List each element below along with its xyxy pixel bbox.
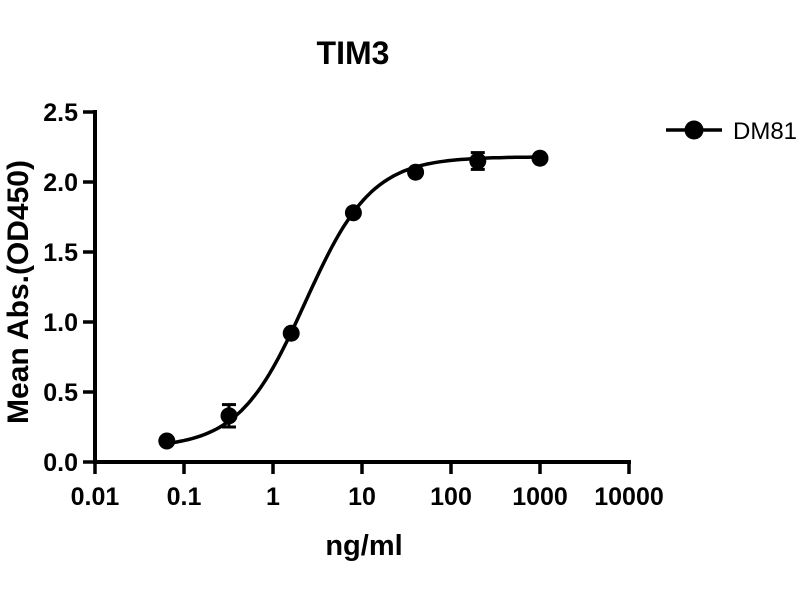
data-point bbox=[158, 432, 176, 450]
y-tick-label: 2.5 bbox=[43, 99, 78, 127]
y-tick-label: 1.5 bbox=[43, 239, 78, 267]
x-tick-label: 10000 bbox=[594, 483, 664, 511]
y-tick-label: 1.0 bbox=[43, 309, 78, 337]
x-tick-label: 1000 bbox=[512, 483, 568, 511]
y-tick-label: 0.0 bbox=[43, 449, 78, 477]
data-point bbox=[469, 152, 487, 170]
legend: DM81 bbox=[666, 118, 797, 145]
y-axis-label: Mean Abs.(OD450) bbox=[2, 160, 35, 424]
y-tick-label: 2.0 bbox=[43, 169, 78, 197]
x-axis-label: ng/ml bbox=[325, 530, 402, 562]
data-point bbox=[407, 163, 425, 181]
y-tick-label: 0.5 bbox=[43, 379, 78, 407]
data-series bbox=[158, 149, 549, 450]
x-tick-label: 0.01 bbox=[71, 483, 120, 511]
legend-marker-icon bbox=[684, 120, 704, 140]
chart-title: TIM3 bbox=[317, 35, 390, 71]
x-tick-label: 0.1 bbox=[167, 483, 202, 511]
fit-curve bbox=[166, 155, 540, 446]
data-point bbox=[220, 407, 238, 425]
legend-label: DM81 bbox=[733, 118, 797, 145]
data-point bbox=[344, 204, 362, 222]
data-point bbox=[282, 324, 300, 342]
axis-lines bbox=[93, 110, 631, 464]
axes: 0.01 0.1 1 10 100 1000 10000 0.0 0.5 1.0 1.5 2.0 2.5 bbox=[43, 99, 664, 511]
data-point bbox=[531, 149, 549, 167]
x-tick-label: 10 bbox=[348, 483, 376, 511]
x-tick-label: 1 bbox=[266, 483, 280, 511]
x-tick-label: 100 bbox=[430, 483, 472, 511]
